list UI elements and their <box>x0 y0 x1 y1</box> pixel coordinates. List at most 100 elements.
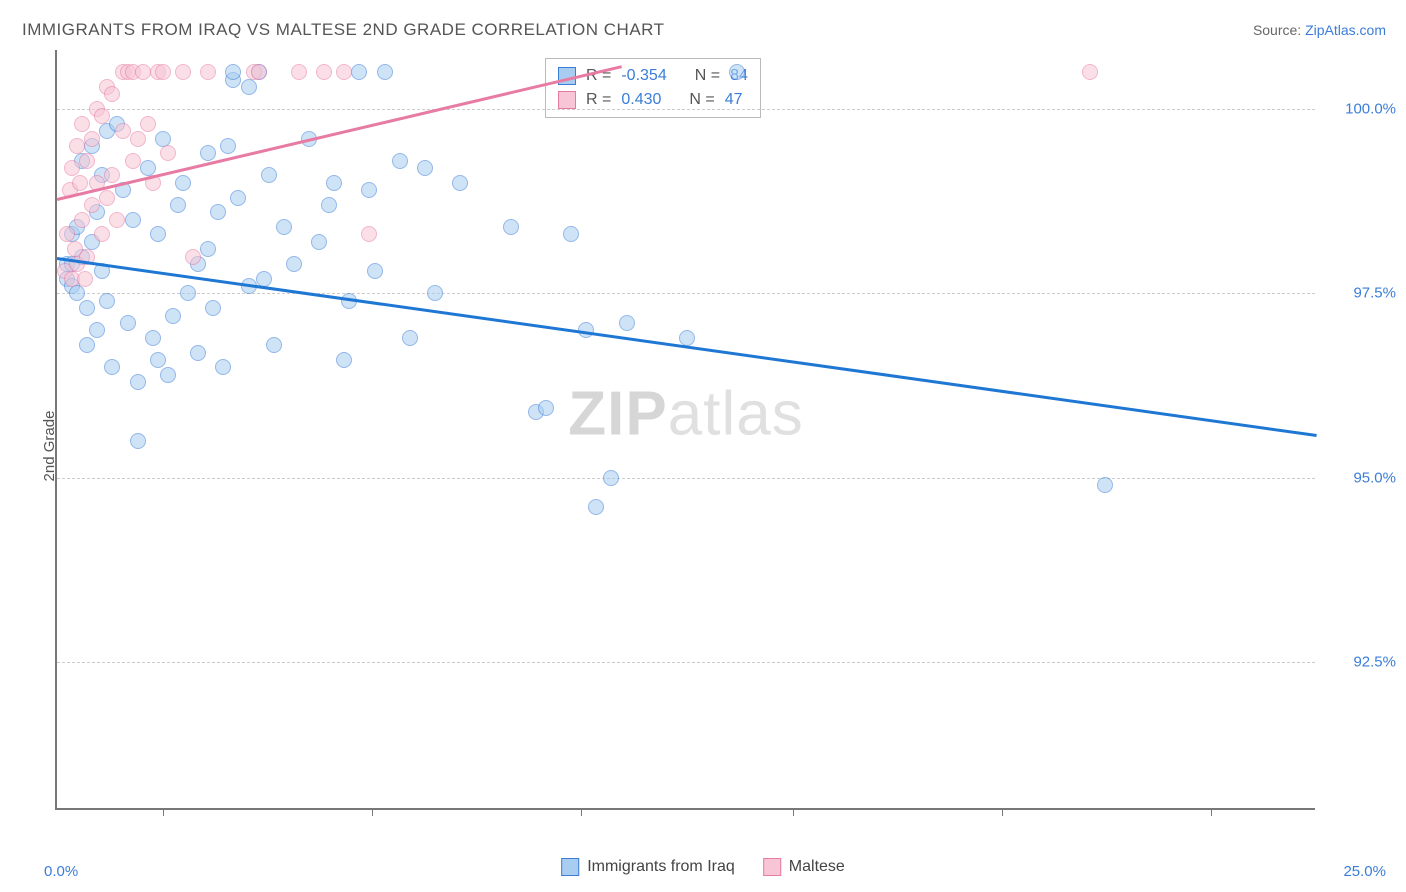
data-point <box>417 160 433 176</box>
legend-label: Maltese <box>789 858 845 876</box>
watermark: ZIPatlas <box>568 378 803 449</box>
data-point <box>729 64 745 80</box>
x-tick <box>1211 808 1212 816</box>
data-point <box>392 153 408 169</box>
data-point <box>104 86 120 102</box>
data-point <box>563 226 579 242</box>
data-point <box>276 219 292 235</box>
data-point <box>135 64 151 80</box>
y-tick-label: 92.5% <box>1353 654 1396 671</box>
data-point <box>155 131 171 147</box>
x-tick <box>372 808 373 816</box>
data-point <box>170 197 186 213</box>
data-point <box>109 212 125 228</box>
data-point <box>215 359 231 375</box>
x-tick <box>1002 808 1003 816</box>
data-point <box>361 182 377 198</box>
data-point <box>94 226 110 242</box>
gridline <box>57 109 1315 110</box>
data-point <box>286 256 302 272</box>
data-point <box>351 64 367 80</box>
data-point <box>175 175 191 191</box>
data-point <box>72 175 88 191</box>
x-tick <box>793 808 794 816</box>
data-point <box>230 190 246 206</box>
x-axis-max-label: 25.0% <box>1343 863 1386 880</box>
data-point <box>125 153 141 169</box>
data-point <box>266 337 282 353</box>
data-point <box>336 64 352 80</box>
data-point <box>84 131 100 147</box>
swatch-icon <box>763 858 781 876</box>
data-point <box>205 300 221 316</box>
data-point <box>291 64 307 80</box>
data-point <box>200 64 216 80</box>
stat-r-value: -0.354 <box>621 64 666 88</box>
data-point <box>94 108 110 124</box>
swatch-icon <box>561 858 579 876</box>
data-point <box>427 285 443 301</box>
x-tick <box>163 808 164 816</box>
data-point <box>69 138 85 154</box>
data-point <box>336 352 352 368</box>
chart-title: IMMIGRANTS FROM IRAQ VS MALTESE 2ND GRAD… <box>22 20 665 40</box>
data-point <box>155 64 171 80</box>
data-point <box>452 175 468 191</box>
data-point <box>200 145 216 161</box>
regression-line <box>57 257 1317 437</box>
source-link[interactable]: ZipAtlas.com <box>1305 22 1386 38</box>
data-point <box>1097 477 1113 493</box>
legend: Immigrants from Iraq Maltese <box>561 858 845 876</box>
legend-item: Maltese <box>763 858 845 876</box>
data-point <box>367 263 383 279</box>
data-point <box>241 79 257 95</box>
data-point <box>115 123 131 139</box>
data-point <box>125 212 141 228</box>
data-point <box>79 153 95 169</box>
y-tick-label: 100.0% <box>1345 101 1396 118</box>
data-point <box>180 285 196 301</box>
data-point <box>79 337 95 353</box>
data-point <box>175 64 191 80</box>
data-point <box>185 249 201 265</box>
data-point <box>190 345 206 361</box>
data-point <box>316 64 332 80</box>
data-point <box>311 234 327 250</box>
data-point <box>99 190 115 206</box>
data-point <box>59 226 75 242</box>
x-axis-min-label: 0.0% <box>44 863 78 880</box>
watermark-rest: atlas <box>668 379 804 448</box>
data-point <box>74 212 90 228</box>
source-label: Source: ZipAtlas.com <box>1253 22 1386 38</box>
y-tick-label: 97.5% <box>1353 285 1396 302</box>
data-point <box>89 322 105 338</box>
data-point <box>150 226 166 242</box>
data-point <box>402 330 418 346</box>
data-point <box>130 131 146 147</box>
data-point <box>79 300 95 316</box>
data-point <box>503 219 519 235</box>
gridline <box>57 662 1315 663</box>
data-point <box>104 359 120 375</box>
source-prefix: Source: <box>1253 22 1305 38</box>
data-point <box>326 175 342 191</box>
legend-item: Immigrants from Iraq <box>561 858 735 876</box>
data-point <box>220 138 236 154</box>
data-point <box>104 167 120 183</box>
stats-row: R =-0.354N =84 <box>558 64 748 88</box>
data-point <box>130 433 146 449</box>
data-point <box>251 64 267 80</box>
data-point <box>165 308 181 324</box>
data-point <box>120 315 136 331</box>
data-point <box>145 330 161 346</box>
data-point <box>150 352 166 368</box>
data-point <box>538 400 554 416</box>
data-point <box>64 160 80 176</box>
data-point <box>619 315 635 331</box>
legend-label: Immigrants from Iraq <box>587 858 735 876</box>
data-point <box>130 374 146 390</box>
gridline <box>57 478 1315 479</box>
data-point <box>140 160 156 176</box>
data-point <box>1082 64 1098 80</box>
data-point <box>69 285 85 301</box>
